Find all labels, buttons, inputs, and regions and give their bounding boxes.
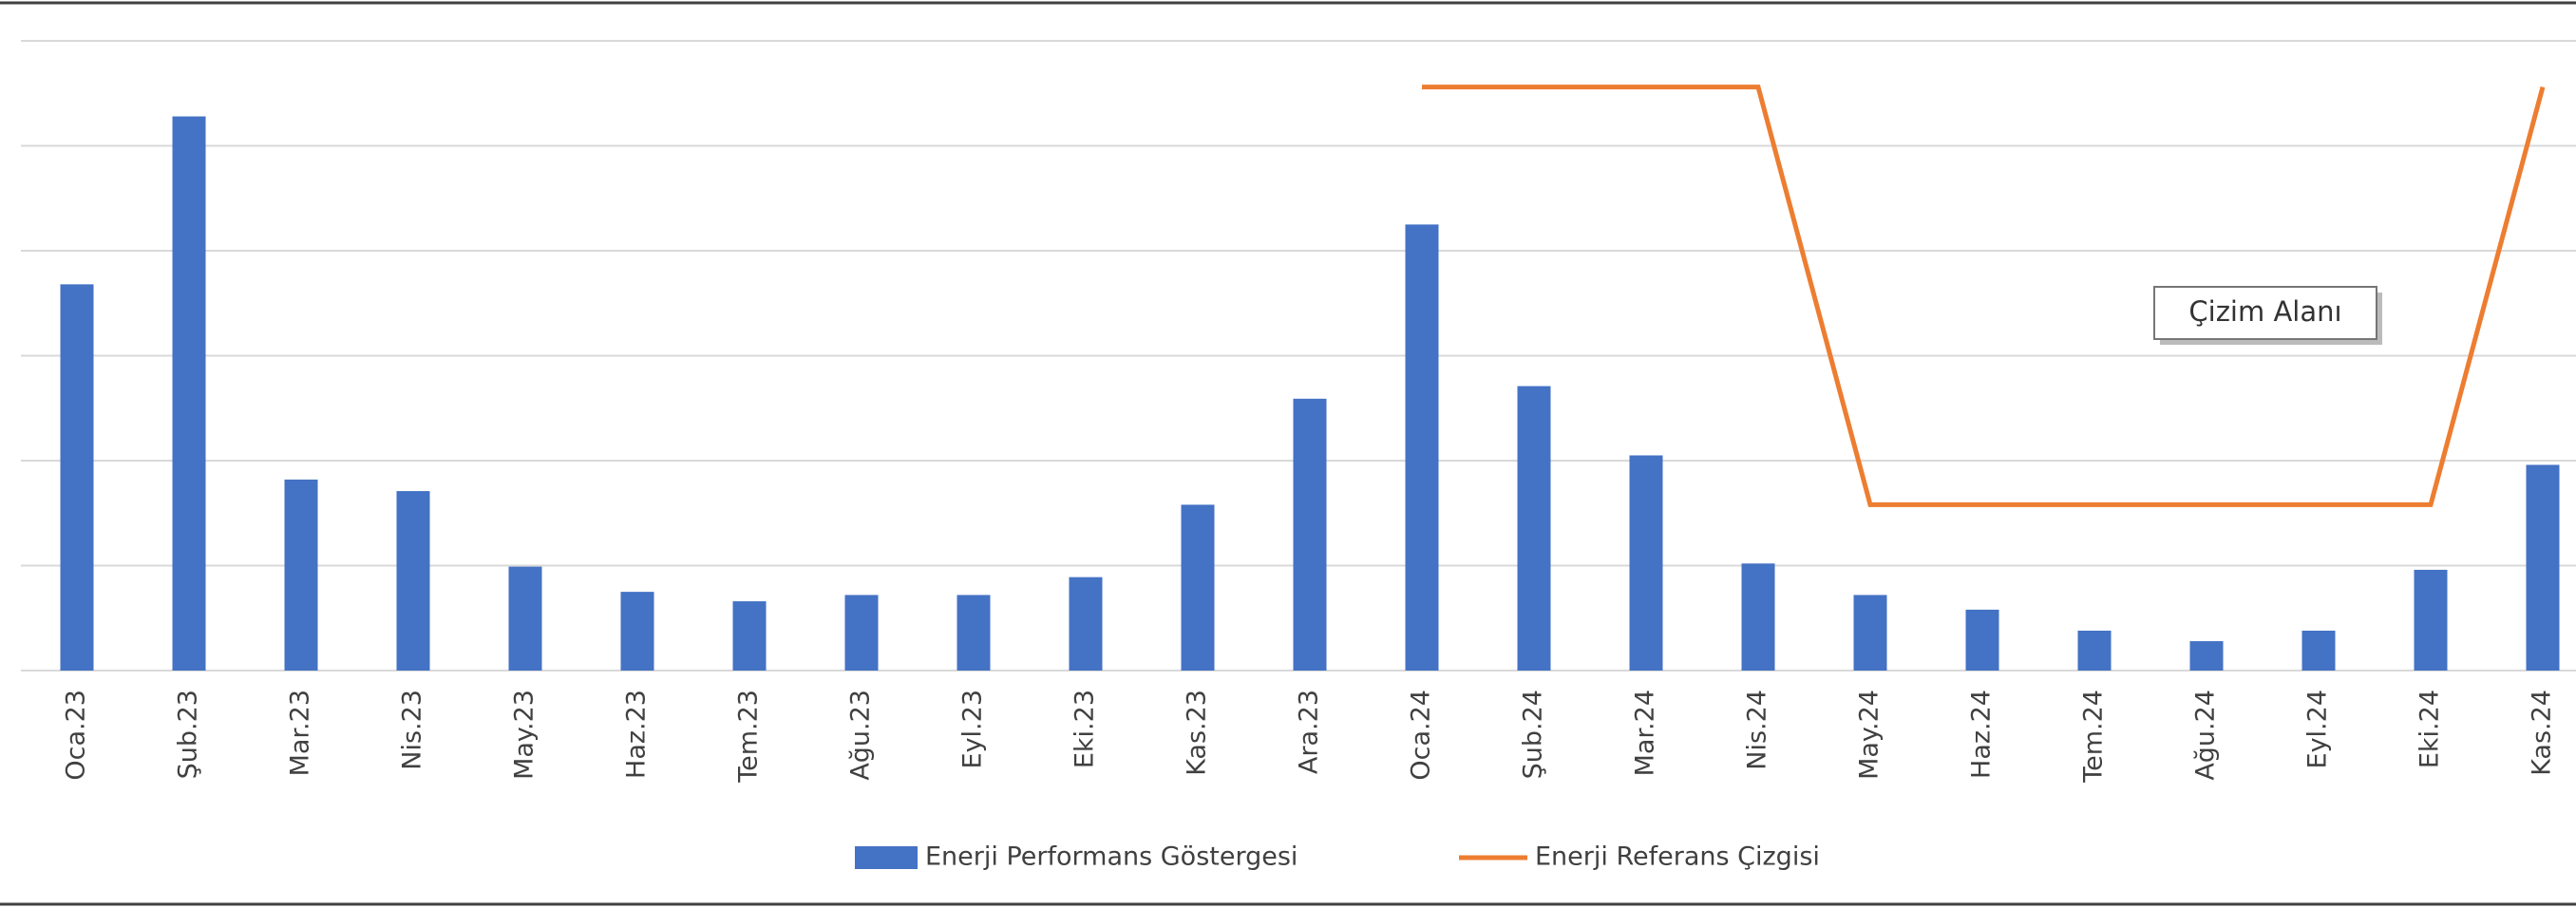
x-tick-label: Mar.23 — [286, 690, 315, 776]
x-tick-label: Tem.24 — [2079, 690, 2109, 784]
x-tick-label: Ağu.23 — [846, 690, 876, 781]
bar — [844, 595, 879, 671]
legend-label: Enerji Referans Çizgisi — [1535, 842, 1820, 872]
bar — [1069, 577, 1103, 671]
legend-label: Enerji Performans Göstergesi — [925, 842, 1297, 872]
bar — [396, 491, 430, 671]
tooltip-text: Çizim Alanı — [2188, 295, 2341, 328]
bar — [2526, 464, 2560, 671]
bar — [732, 601, 767, 671]
bar — [2189, 641, 2224, 671]
bar — [284, 479, 318, 671]
x-tick-label: Haz.23 — [622, 690, 652, 779]
bar — [172, 116, 206, 671]
bar — [1293, 398, 1327, 671]
bar — [2414, 569, 2448, 671]
x-tick-label: Şub.23 — [174, 690, 203, 779]
legend-swatch — [855, 846, 918, 869]
legend: Enerji Performans Göstergesi Enerji Refer… — [855, 842, 1820, 872]
x-tick-label: Şub.24 — [1519, 690, 1548, 779]
tooltip: Çizim Alanı — [2153, 286, 2382, 345]
bar — [1965, 609, 1999, 671]
bar — [1181, 504, 1215, 671]
x-tick-label: Mar.24 — [1631, 690, 1660, 776]
x-tick-label: Eyl.23 — [958, 690, 988, 768]
x-tick-label: Kas.24 — [2528, 690, 2557, 776]
bar — [1517, 386, 1551, 671]
tooltip-box — [2153, 286, 2377, 340]
plot — [60, 85, 2560, 671]
x-tick-label: Oca.23 — [62, 690, 91, 781]
bar — [2301, 631, 2336, 671]
x-tick-label: May.24 — [1855, 690, 1885, 780]
bar — [2077, 631, 2112, 671]
bar — [1405, 224, 1439, 671]
x-tick-label: Nis.24 — [1743, 690, 1772, 770]
x-tick-label: Ağu.24 — [2191, 690, 2221, 781]
x-tick-label: Tem.23 — [734, 690, 764, 784]
x-tick-label: Eki.23 — [1070, 690, 1100, 768]
x-tick-label: Nis.23 — [398, 690, 427, 770]
bar — [957, 595, 991, 671]
x-tick-label: May.23 — [510, 690, 540, 780]
line — [1422, 85, 2546, 507]
bar — [620, 592, 654, 671]
x-tick-label: Eyl.24 — [2303, 690, 2333, 768]
bar — [1853, 595, 1887, 671]
x-tick-label: Oca.24 — [1407, 690, 1436, 781]
x-tick-label: Kas.23 — [1183, 690, 1212, 776]
x-tick-label: Ara.23 — [1295, 690, 1324, 774]
x-axis: Oca.23 Şub.23 Mar.23 Nis.23 May.23 Haz.23 Tem.… — [62, 690, 2557, 784]
bar — [60, 284, 94, 671]
bar — [1741, 563, 1775, 671]
bar — [508, 566, 542, 671]
x-tick-label: Haz.24 — [1967, 690, 1997, 779]
bar — [1629, 455, 1663, 671]
x-tick-label: Eki.24 — [2415, 690, 2445, 768]
